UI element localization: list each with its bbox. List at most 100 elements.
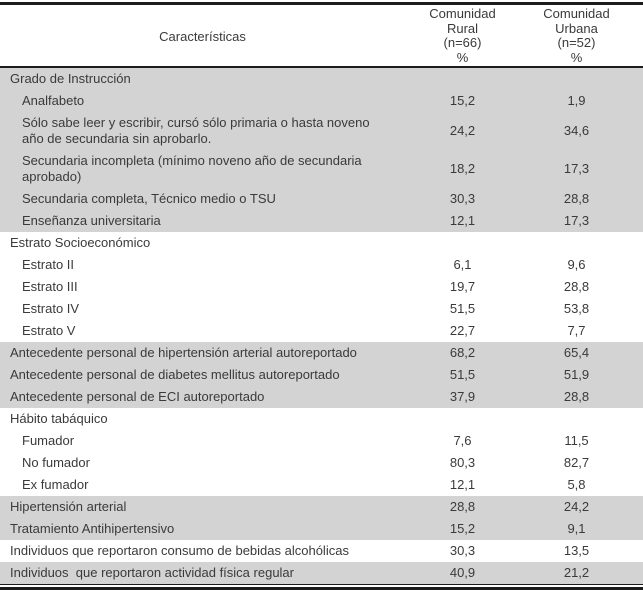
rural-value — [405, 232, 520, 254]
urbana-value: 82,7 — [563, 455, 590, 470]
urbana-value: 24,2 — [563, 499, 590, 514]
row-label: Estrato V — [22, 323, 76, 338]
row-label: Hábito tabáquico — [10, 411, 108, 426]
table-row: Sólo sabe leer y escribir, cursó sólo pr… — [0, 112, 643, 150]
urbana-value: 28,8 — [563, 279, 590, 294]
table-row: Analfabeto 15,2 1,9 — [0, 90, 643, 112]
urbana-value — [520, 408, 643, 430]
rural-value: 12,1 — [449, 213, 476, 228]
table-row: Hipertensión arterial 28,8 24,2 — [0, 496, 643, 518]
row-label: Grado de Instrucción — [10, 71, 131, 86]
row-label: Estrato III — [22, 279, 78, 294]
urbana-value: 28,8 — [563, 389, 590, 404]
urbana-value: 51,9 — [563, 367, 590, 382]
rural-value — [405, 67, 520, 90]
table-row: No fumador 80,3 82,7 — [0, 452, 643, 474]
row-label: Antecedente personal de hipertensión art… — [10, 345, 357, 360]
row-label: Ex fumador — [22, 477, 89, 492]
row-label: Hipertensión arterial — [10, 499, 127, 514]
data-table: Características Comunidad Rural (n=66) %… — [0, 5, 643, 584]
table-row: Ex fumador 12,1 5,8 — [0, 474, 643, 496]
row-label: Antecedente personal de ECI autoreportad… — [10, 389, 265, 404]
urbana-header-line-3: (n=52) — [557, 35, 596, 50]
col-header-urbana: Comunidad Urbana (n=52) % — [520, 5, 643, 68]
rural-value — [405, 408, 520, 430]
rural-header-line-3: (n=66) — [443, 35, 482, 50]
rural-value: 51,5 — [449, 301, 476, 316]
urbana-value: 5,8 — [567, 477, 586, 492]
row-label: Individuos que reportaron actividad físi… — [10, 565, 294, 580]
row-label: Fumador — [22, 433, 75, 448]
table-row: Antecedente personal de ECI autoreportad… — [0, 386, 643, 408]
rural-value: 12,1 — [449, 477, 476, 492]
urbana-value — [520, 232, 643, 254]
urbana-value: 7,7 — [567, 323, 586, 338]
urbana-header-unit: % — [570, 49, 583, 65]
table-row: Enseñanza universitaria 12,1 17,3 — [0, 210, 643, 232]
rural-value: 28,8 — [449, 499, 476, 514]
rural-value: 37,9 — [449, 389, 476, 404]
section-row: Grado de Instrucción — [0, 67, 643, 90]
rural-header-unit: % — [456, 49, 469, 65]
col-header-rural: Comunidad Rural (n=66) % — [405, 5, 520, 68]
row-label: Antecedente personal de diabetes mellitu… — [10, 367, 340, 382]
table-row: Individuos que reportaron actividad físi… — [0, 562, 643, 584]
table-row: Estrato V 22,7 7,7 — [0, 320, 643, 342]
row-label: Analfabeto — [22, 93, 85, 108]
row-label: Secundaria incompleta (mínimo noveno año… — [22, 153, 366, 184]
rural-value: 80,3 — [449, 455, 476, 470]
rural-header-line-2: Rural — [446, 20, 479, 36]
table-row: Secundaria incompleta (mínimo noveno año… — [0, 150, 643, 188]
section-row: Hábito tabáquico — [0, 408, 643, 430]
section-row: Estrato Socioeconómico — [0, 232, 643, 254]
bottom-rule-thick — [0, 587, 643, 590]
row-label: Tratamiento Antihipertensivo — [10, 521, 175, 536]
urbana-value — [520, 67, 643, 90]
header-row: Características Comunidad Rural (n=66) %… — [0, 5, 643, 68]
rural-value: 30,3 — [449, 543, 476, 558]
table-row: Antecedente personal de diabetes mellitu… — [0, 364, 643, 386]
rural-value: 68,2 — [449, 345, 476, 360]
row-label: No fumador — [22, 455, 90, 470]
rural-value: 51,5 — [449, 367, 476, 382]
col-header-caracteristicas-label: Características — [159, 28, 246, 44]
urbana-value: 1,9 — [567, 93, 586, 108]
urbana-value: 17,3 — [563, 161, 590, 176]
rural-value: 18,2 — [449, 161, 476, 176]
urbana-value: 65,4 — [563, 345, 590, 360]
table-row: Fumador 7,6 11,5 — [0, 430, 643, 452]
rural-value: 6,1 — [453, 257, 472, 272]
col-header-caracteristicas: Características — [0, 5, 405, 68]
table-row: Estrato IV 51,5 53,8 — [0, 298, 643, 320]
table-row: Estrato III 19,7 28,8 — [0, 276, 643, 298]
bottom-rule-thin — [0, 584, 643, 585]
urbana-value: 13,5 — [563, 543, 590, 558]
rural-header-line-1: Comunidad — [429, 6, 496, 21]
row-label: Estrato Socioeconómico — [10, 235, 151, 250]
rural-value: 15,2 — [449, 521, 476, 536]
urbana-value: 28,8 — [563, 191, 590, 206]
table-row: Secundaria completa, Técnico medio o TSU… — [0, 188, 643, 210]
rural-value: 24,2 — [449, 123, 476, 138]
urbana-value: 9,1 — [567, 521, 586, 536]
urbana-value: 11,5 — [564, 433, 589, 448]
rural-value: 22,7 — [449, 323, 476, 338]
rural-value: 19,7 — [449, 279, 476, 294]
table-body: Grado de Instrucción Analfabeto 15,2 1,9 Sól… — [0, 67, 643, 584]
urbana-value: 34,6 — [563, 123, 590, 138]
row-label: Estrato II — [22, 257, 75, 272]
row-label: Individuos que reportaron consumo de beb… — [10, 543, 349, 558]
rural-value: 30,3 — [449, 191, 476, 206]
table-row: Antecedente personal de hipertensión art… — [0, 342, 643, 364]
rural-value: 40,9 — [449, 565, 476, 580]
row-label: Sólo sabe leer y escribir, cursó sólo pr… — [22, 115, 374, 146]
table-row: Individuos que reportaron consumo de beb… — [0, 540, 643, 562]
rural-value: 7,6 — [453, 433, 472, 448]
table-row: Estrato II 6,1 9,6 — [0, 254, 643, 276]
rural-value: 15,2 — [449, 93, 476, 108]
table-row: Tratamiento Antihipertensivo 15,2 9,1 — [0, 518, 643, 540]
urbana-header-line-1: Comunidad — [543, 6, 610, 21]
row-label: Secundaria completa, Técnico medio o TSU — [22, 191, 276, 206]
